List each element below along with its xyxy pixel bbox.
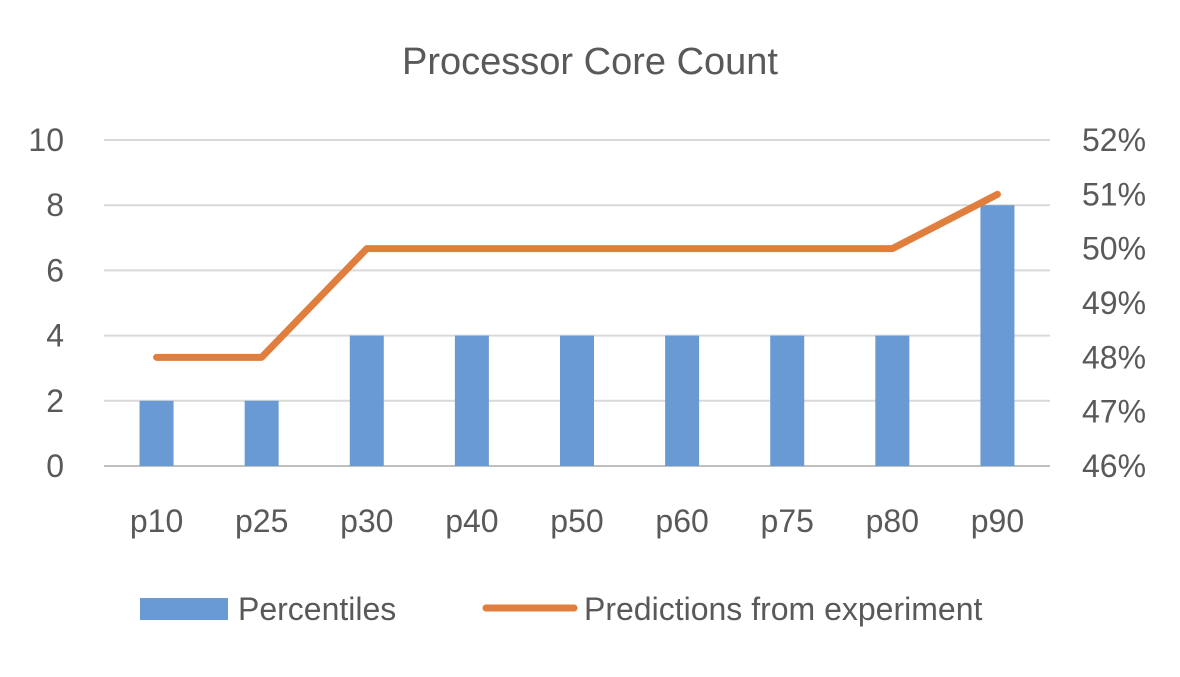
x-tick-label: p60 — [655, 503, 708, 539]
legend-label-predictions: Predictions from experiment — [584, 591, 982, 627]
x-tick-label: p75 — [761, 503, 814, 539]
y-right-tick-label: 48% — [1082, 339, 1146, 375]
x-tick-label: p30 — [340, 503, 393, 539]
y-right-tick-label: 50% — [1082, 231, 1146, 267]
y-right-tick-label: 52% — [1082, 122, 1146, 158]
bar — [350, 336, 384, 466]
bar — [455, 336, 489, 466]
y-right-tick-label: 47% — [1082, 394, 1146, 430]
bar — [770, 336, 804, 466]
bar — [875, 336, 909, 466]
y-left-tick-label: 6 — [46, 252, 64, 288]
legend-label-percentiles: Percentiles — [238, 591, 396, 627]
prediction-line — [157, 194, 998, 357]
bar — [140, 401, 174, 466]
bar — [245, 401, 279, 466]
bar — [980, 205, 1014, 466]
x-tick-label: p50 — [550, 503, 603, 539]
y-right-tick-label: 46% — [1082, 448, 1146, 484]
y-left-tick-label: 0 — [46, 448, 64, 484]
y-right-tick-label: 51% — [1082, 176, 1146, 212]
chart-title: Processor Core Count — [402, 41, 778, 83]
x-tick-label: p80 — [866, 503, 919, 539]
legend-swatch-percentiles — [140, 598, 228, 620]
x-tick-label: p10 — [130, 503, 183, 539]
legend: Percentiles Predictions from experiment — [140, 591, 982, 627]
axes: 0 2 4 6 8 10 46% 47% 48% 49% 50% 51% 52% p10 p25 p30 p40… — [28, 122, 1146, 539]
y-left-tick-label: 4 — [46, 318, 64, 354]
y-left-tick-label: 8 — [46, 187, 64, 223]
x-tick-label: p25 — [235, 503, 288, 539]
bar — [560, 336, 594, 466]
bar — [665, 336, 699, 466]
x-tick-label: p40 — [445, 503, 498, 539]
y-left-tick-label: 10 — [28, 122, 64, 158]
x-tick-label: p90 — [971, 503, 1024, 539]
line-series — [156, 194, 997, 357]
y-right-tick-label: 49% — [1082, 285, 1146, 321]
y-left-tick-label: 2 — [46, 383, 64, 419]
